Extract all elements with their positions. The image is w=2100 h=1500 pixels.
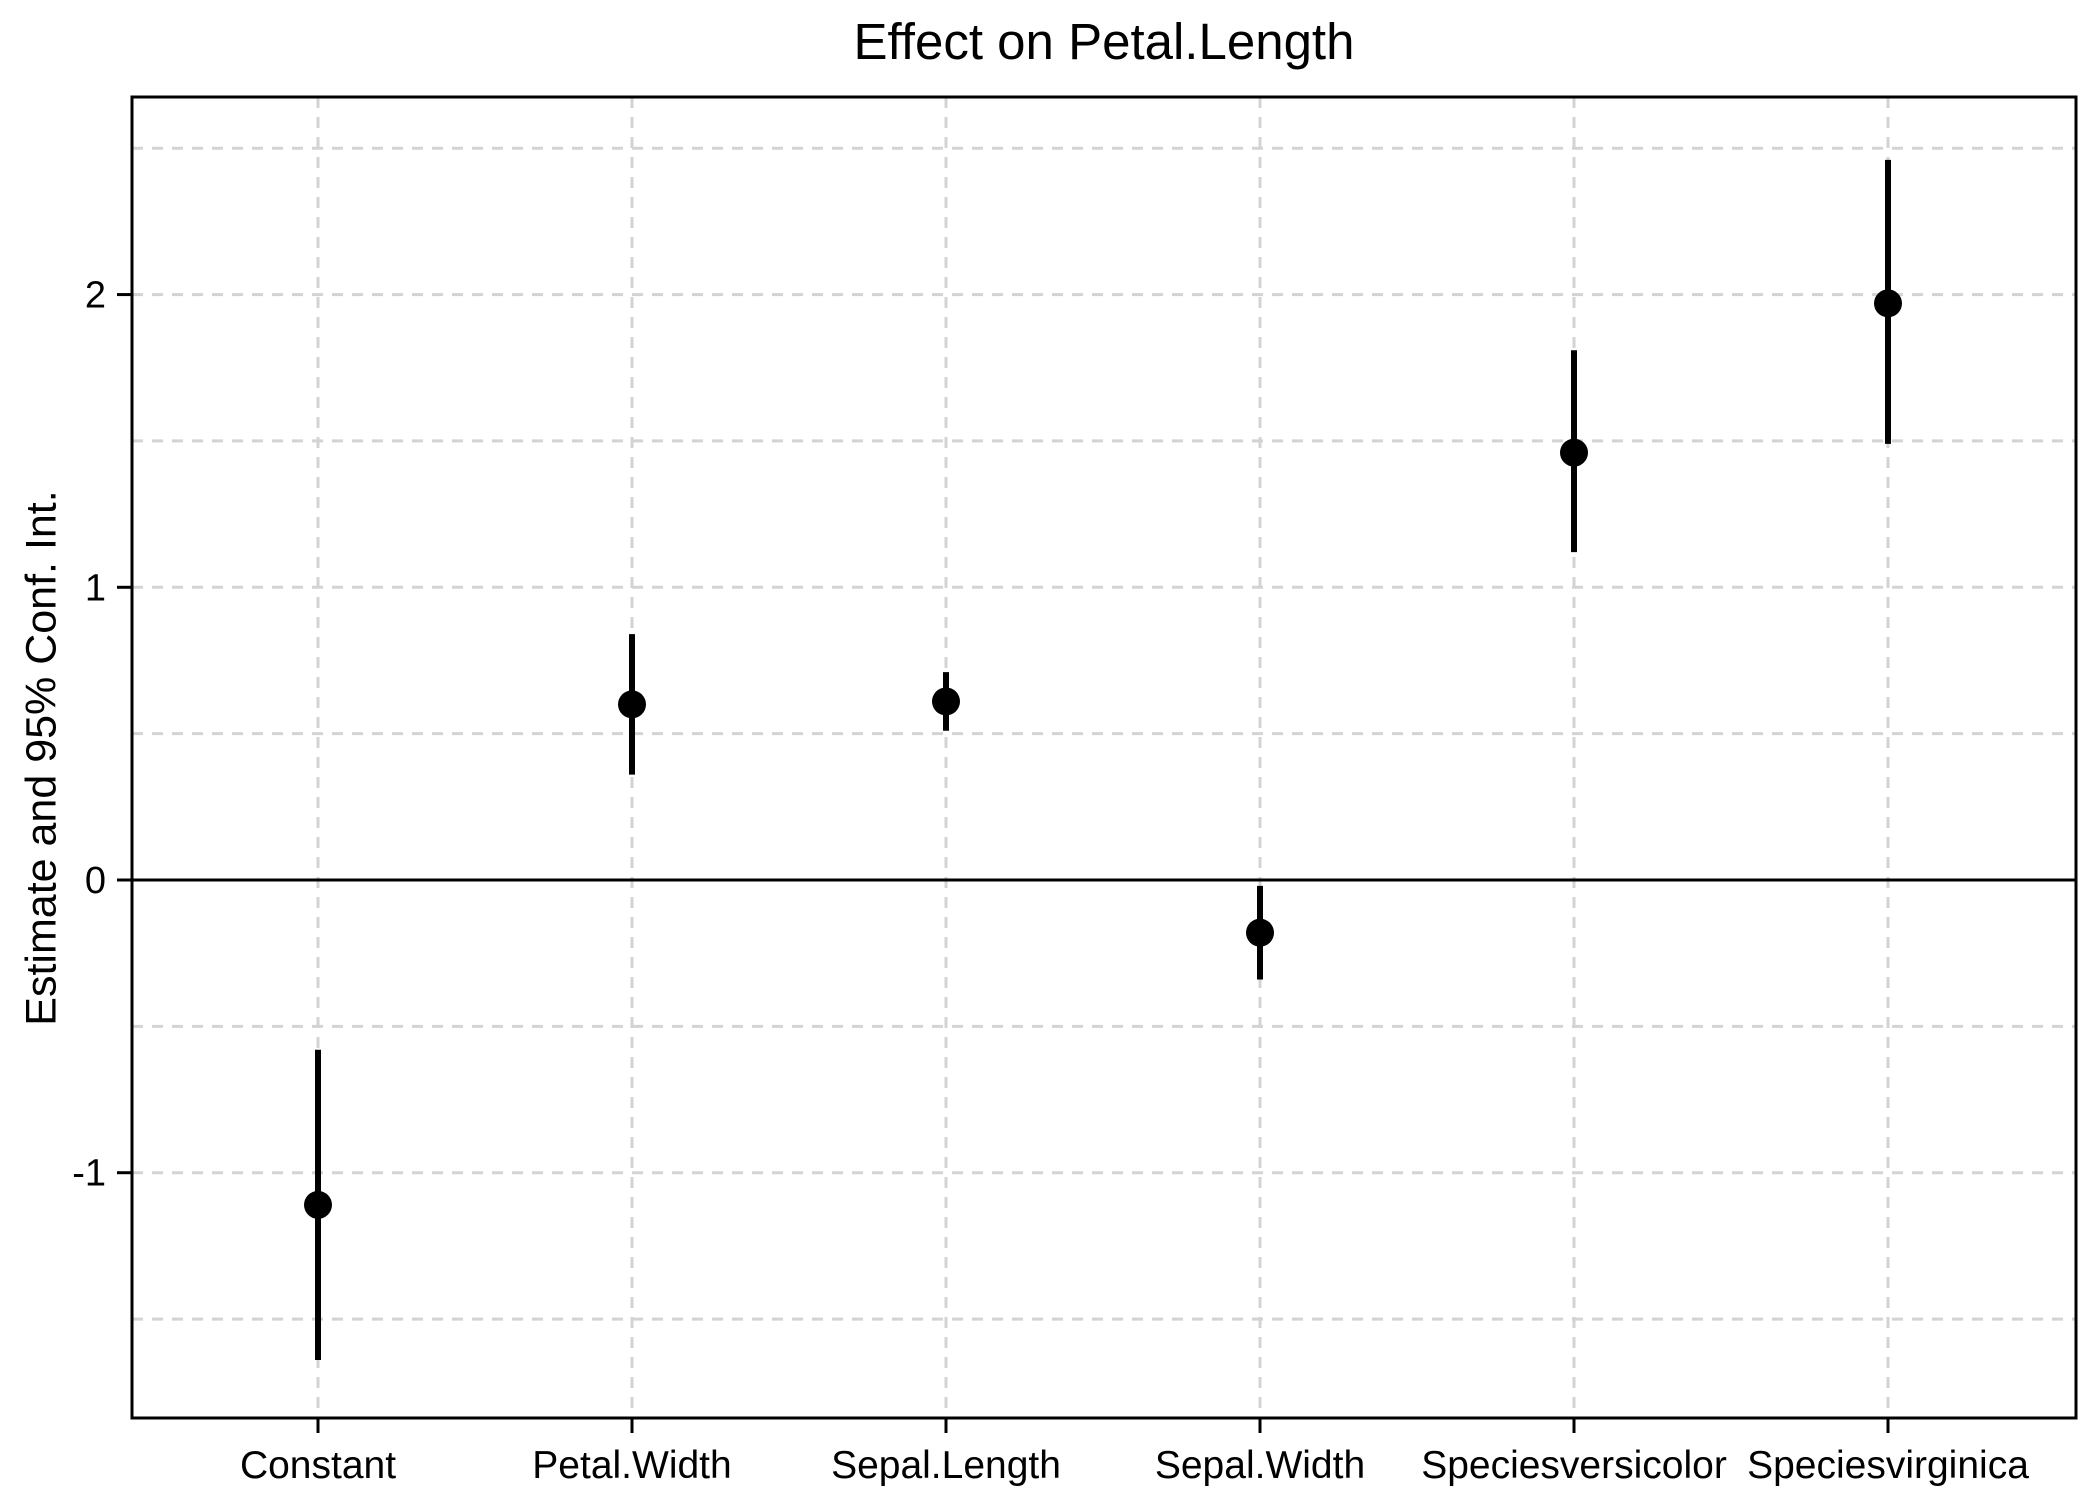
x-tick-label: Speciesvirginica [1747,1444,2029,1487]
x-tick-label: Constant [240,1444,396,1487]
estimate-point [304,1190,332,1219]
y-tick-label: 1 [85,567,106,609]
y-tick-label: 0 [85,860,106,902]
x-tick-label: Speciesversicolor [1421,1444,1727,1487]
y-tick-label: 2 [85,275,106,317]
y-tick-label: -1 [72,1153,106,1195]
estimate-point [932,687,960,716]
x-tick-label: Sepal.Length [831,1444,1061,1487]
estimate-point [1874,289,1902,318]
x-tick-label: Petal.Width [532,1444,731,1487]
estimate-point [1560,438,1588,467]
x-tick-label: Sepal.Width [1155,1444,1365,1487]
panel-border [130,95,2078,1420]
estimate-point [618,690,646,719]
chart-title: Effect on Petal.Length [853,13,1355,70]
estimate-point [1246,918,1274,947]
